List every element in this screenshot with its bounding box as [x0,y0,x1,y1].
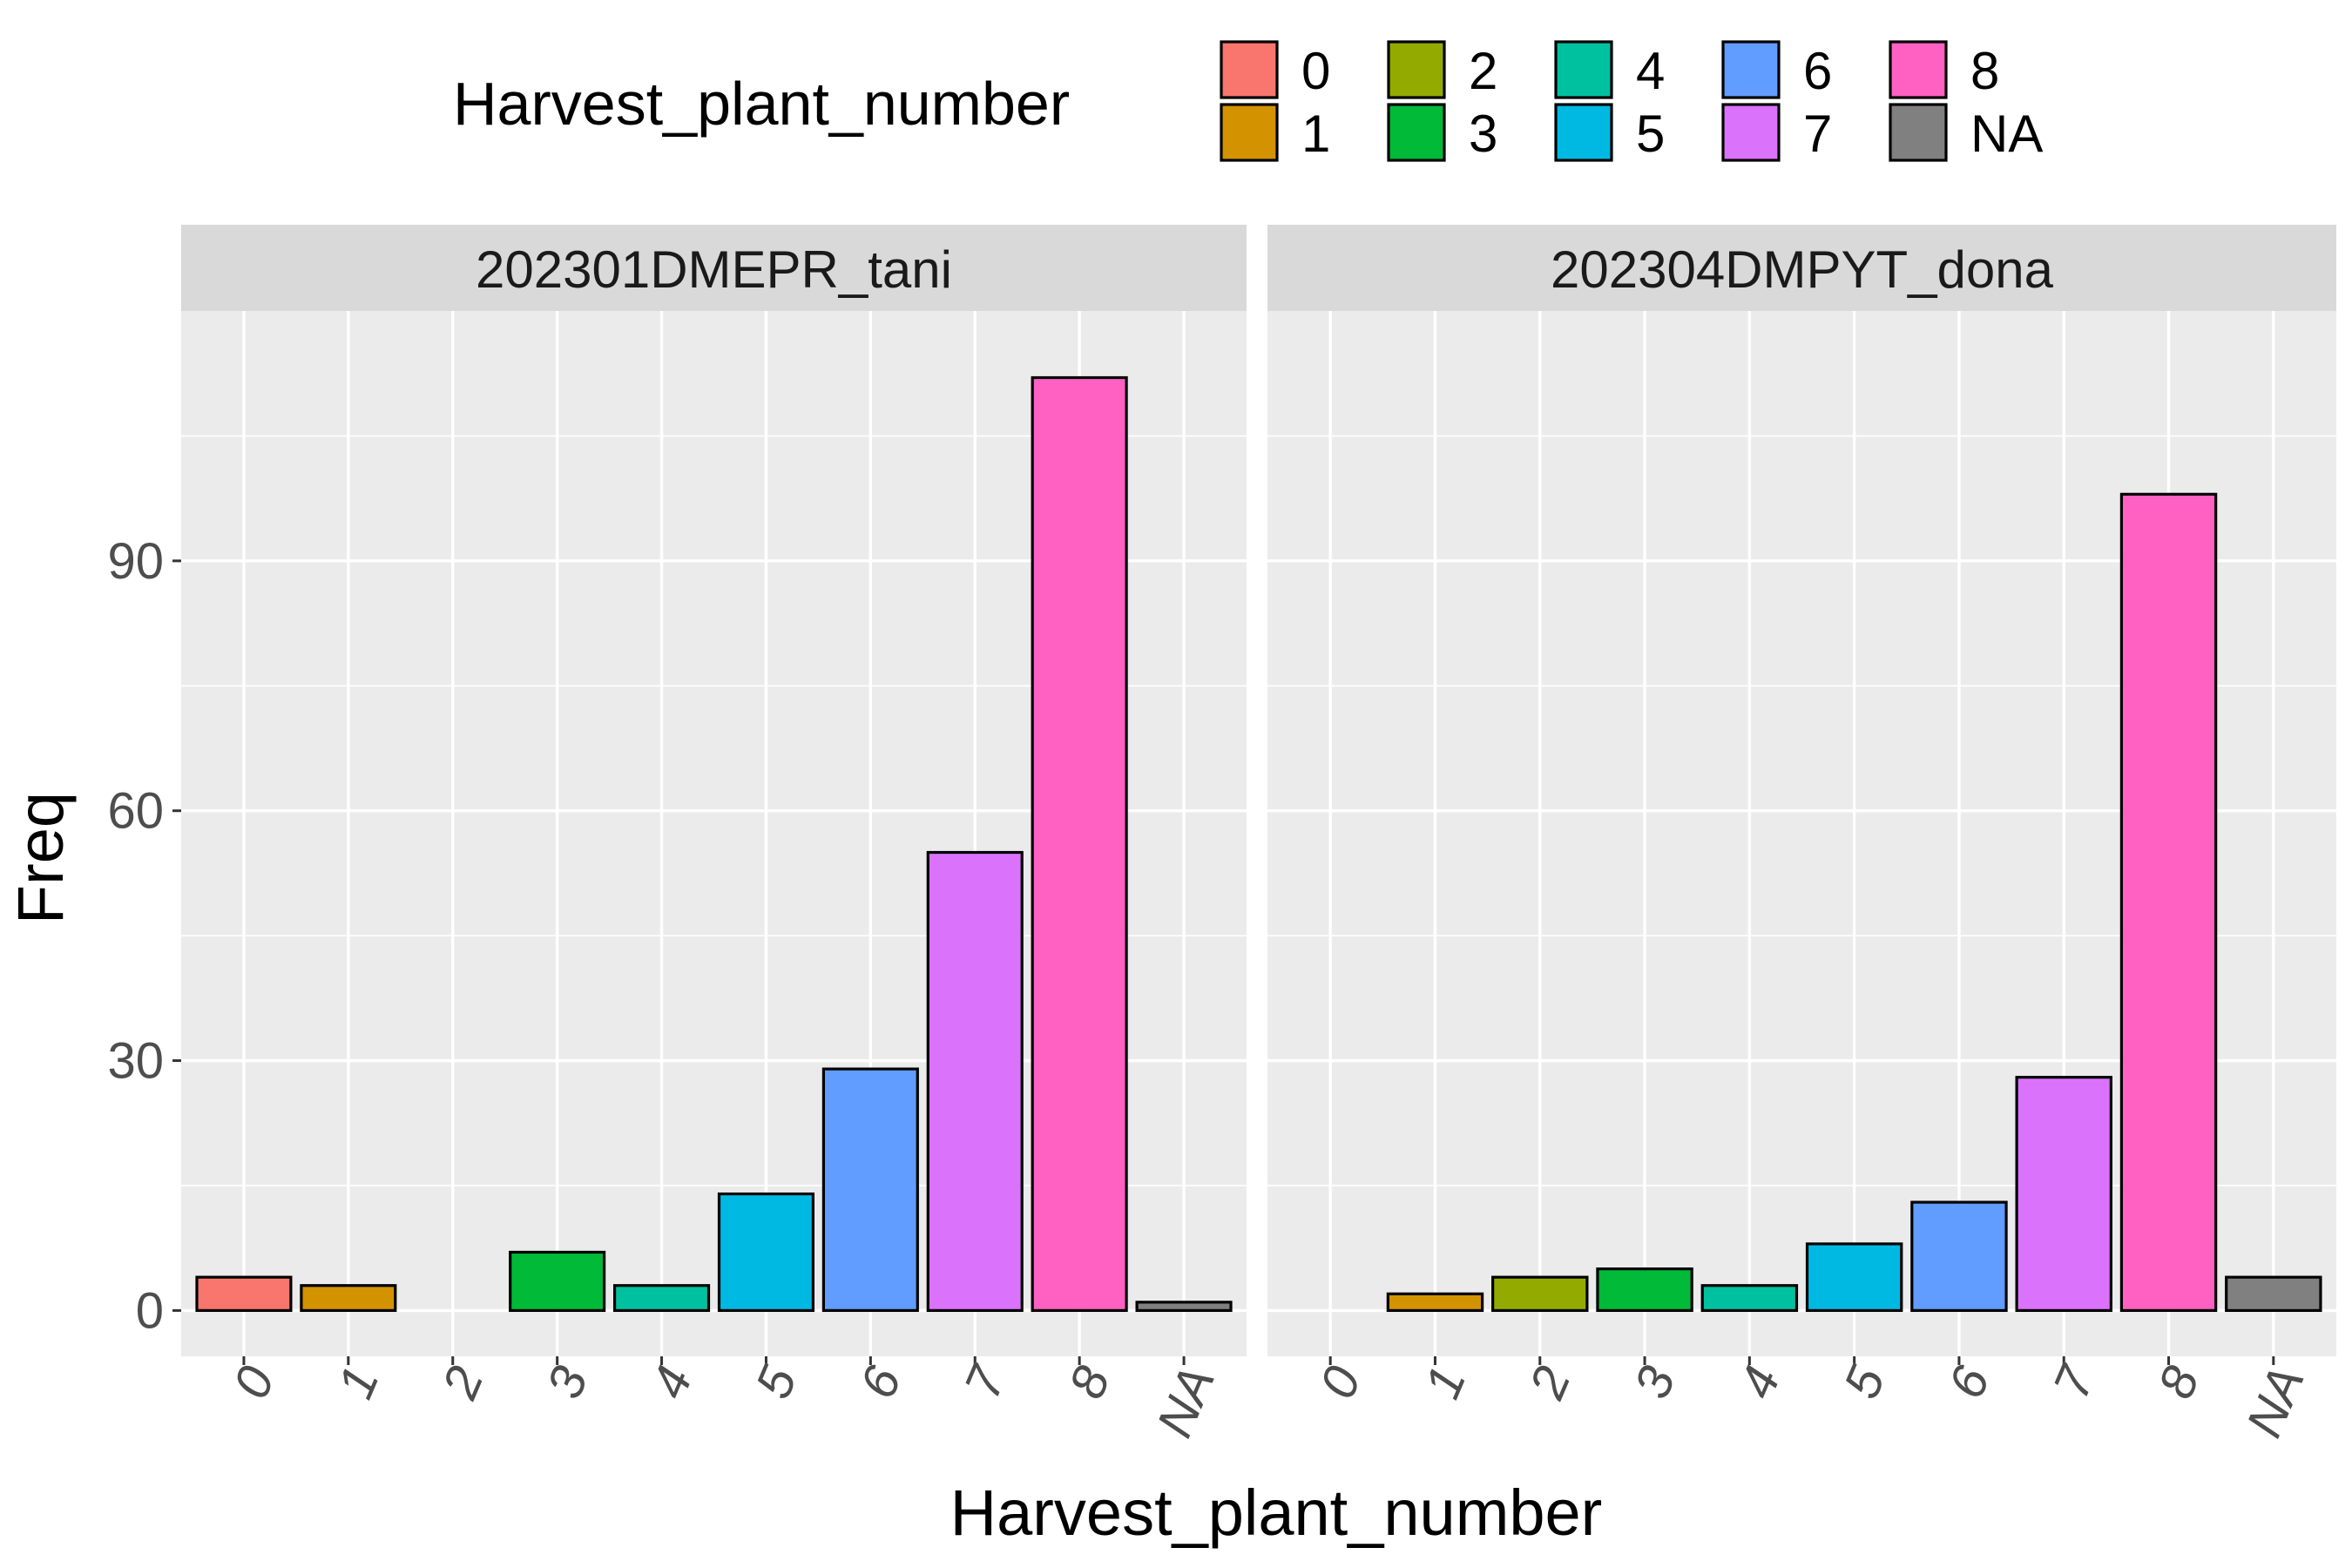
bar [1700,1284,1799,1313]
legend-label: 5 [1636,105,1665,163]
x-tick-label: 2 [1518,1358,1582,1407]
bar [195,1275,293,1313]
x-tick-label: 2 [431,1358,495,1407]
legend-key [1721,103,1781,162]
bar [2119,492,2218,1313]
legend-label: 3 [1469,105,1497,163]
facet-strip-label: 202301DMEPR_tani [476,240,952,299]
x-tick-label: 7 [954,1356,1018,1407]
facet-panel: 202301DMEPR_tani [181,225,1247,1356]
x-tick-label: 0 [1309,1358,1372,1406]
bar [717,1192,815,1313]
legend-key [1220,40,1279,99]
x-tick-label: 1 [327,1358,389,1406]
bar [509,1250,606,1313]
y-axis: 0 30 60 90 [107,533,181,1339]
legend-label: 7 [1803,105,1832,163]
legend-key [1721,40,1781,99]
x-tick-label: 1 [1414,1358,1477,1406]
x-tick-label: NA [1146,1358,1226,1445]
legend-title: Harvest_plant_number [453,70,1070,138]
legend-label: 2 [1469,42,1497,100]
x-tick-label: 7 [2043,1356,2107,1407]
bar [2225,1275,2322,1313]
y-tick-label: 60 [107,783,164,840]
x-tick-label: 8 [1058,1358,1121,1406]
bar [926,850,1024,1313]
x-tick-label: 4 [1728,1358,1791,1406]
x-tick-label: 3 [536,1358,598,1406]
legend-key [1387,103,1446,162]
bar [1805,1242,1903,1313]
legend-label: 6 [1803,42,1832,100]
x-tick-label: 8 [2147,1358,2210,1406]
legend-label: 0 [1301,42,1330,100]
legend-label: 8 [1970,42,1999,100]
y-tick-label: 90 [107,533,164,590]
bar [1386,1292,1484,1313]
legend-key [1387,40,1446,99]
legend-key [1554,103,1613,162]
x-tick-label: 4 [640,1358,703,1406]
bar [1135,1301,1233,1313]
y-tick-label: 30 [107,1033,164,1090]
bar [1596,1267,1693,1313]
legend: Harvest_plant_number 01 23 45 67 8NA [453,40,2043,163]
legend-key [1220,103,1279,162]
legend-label: NA [1970,105,2043,163]
facet-panel: 202304DMPYT_dona [1267,225,2336,1356]
x-tick-label: 6 [849,1358,913,1407]
facet-strip [1267,225,2336,311]
bar [2015,1076,2112,1313]
bar [1910,1200,2008,1313]
x-tick-label: 6 [1937,1358,2001,1407]
x-tick-label: 5 [1833,1358,1896,1407]
bar [821,1067,919,1313]
bar [1031,375,1128,1313]
legend-label: 4 [1636,42,1665,100]
x-tick-label: 3 [1624,1358,1686,1406]
x-tick-label: NA [2235,1358,2315,1445]
bar [300,1284,397,1313]
bar [612,1284,711,1313]
bar [1491,1275,1589,1313]
x-tick-label: 0 [222,1358,285,1406]
facet-strip-label: 202304DMPYT_dona [1551,240,2054,299]
legend-key [1554,40,1613,99]
legend-label: 1 [1301,105,1330,163]
y-axis-title: Freq [4,792,77,924]
legend-key [1889,40,1948,99]
legend-key [1889,103,1948,162]
x-axis-title: Harvest_plant_number [950,1477,1603,1549]
facet-strip [181,225,1247,311]
facet-panels: 202301DMEPR_tani 202304DMPYT_dona [181,225,2336,1356]
x-tick-label: 5 [745,1358,808,1407]
y-tick-label: 0 [136,1282,164,1339]
x-axis: 0 1 2 3 4 5 6 7 8 NA 0 1 2 3 4 5 6 7 8 NA [222,1356,2315,1445]
